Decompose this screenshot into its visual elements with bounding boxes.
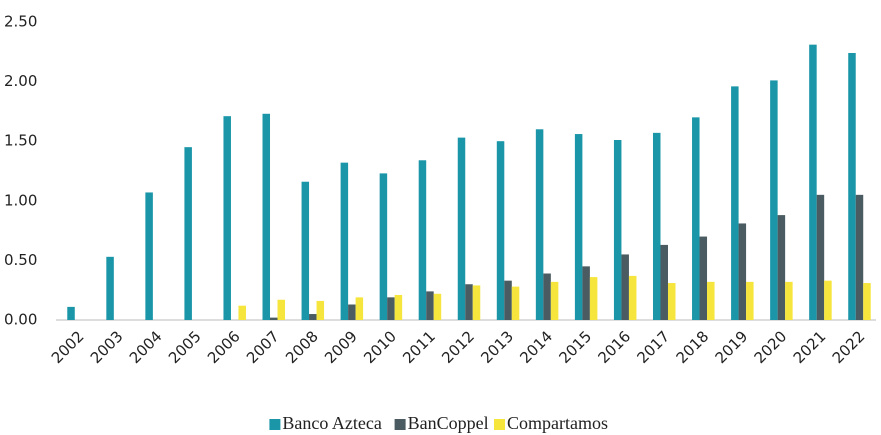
bar xyxy=(707,281,715,320)
bar xyxy=(809,44,817,320)
bar xyxy=(309,314,317,320)
x-tick-label: 2016 xyxy=(594,327,634,367)
x-tick-label: 2017 xyxy=(634,327,674,367)
x-tick-label: 2011 xyxy=(399,327,439,367)
legend-label: BanCoppel xyxy=(408,413,489,433)
bar xyxy=(184,147,192,320)
bar xyxy=(660,244,668,320)
bar xyxy=(652,132,661,320)
bar xyxy=(848,52,856,320)
bar xyxy=(628,275,637,320)
legend-swatch xyxy=(394,419,406,430)
bar xyxy=(379,173,388,320)
bar xyxy=(106,256,114,320)
bar xyxy=(277,299,286,320)
bar xyxy=(418,160,427,320)
bar xyxy=(574,134,583,320)
bar xyxy=(145,192,153,320)
bar xyxy=(770,80,778,321)
bar xyxy=(348,304,356,320)
bar xyxy=(855,194,864,320)
bar xyxy=(746,281,754,320)
x-tick-label: 2012 xyxy=(438,327,478,367)
legend-label: Compartamos xyxy=(507,413,608,433)
bar xyxy=(613,140,622,320)
x-tick-label: 2003 xyxy=(87,327,127,367)
bar xyxy=(238,305,246,320)
bar xyxy=(816,194,825,320)
bar xyxy=(270,317,278,320)
bar xyxy=(863,283,871,320)
bar xyxy=(340,162,349,320)
x-tick-label: 2009 xyxy=(321,327,361,367)
x-tick-label: 2007 xyxy=(243,327,283,367)
bar xyxy=(355,297,364,320)
bar xyxy=(433,293,442,320)
x-tick-label: 2010 xyxy=(360,327,400,367)
bar xyxy=(387,297,395,320)
bar xyxy=(738,223,747,320)
bar xyxy=(472,285,481,320)
bar xyxy=(785,281,793,320)
bar xyxy=(262,113,271,320)
bar xyxy=(699,236,708,320)
bar xyxy=(511,286,520,320)
x-tick-label: 2002 xyxy=(48,327,88,367)
bar xyxy=(67,306,75,320)
x-tick-label: 2004 xyxy=(126,327,166,367)
bar xyxy=(582,266,590,320)
bar xyxy=(777,215,786,320)
bar xyxy=(504,280,512,320)
bar xyxy=(543,273,551,320)
bar xyxy=(824,280,832,320)
bar xyxy=(667,283,676,320)
bar xyxy=(731,86,739,320)
bar xyxy=(457,137,466,320)
x-tick-label: 2018 xyxy=(673,327,713,367)
y-tick-label: 0.00 xyxy=(4,311,37,329)
y-tick-label: 2.50 xyxy=(4,13,37,31)
bar xyxy=(550,281,559,320)
y-tick-label: 1.50 xyxy=(4,132,37,150)
x-tick-label: 2014 xyxy=(516,327,556,367)
x-tick-label: 2019 xyxy=(712,327,752,367)
bar xyxy=(223,116,231,320)
bar xyxy=(316,300,325,320)
bar xyxy=(465,284,473,320)
bar xyxy=(301,181,310,320)
y-tick-label: 1.00 xyxy=(4,191,37,209)
x-tick-label: 2005 xyxy=(165,327,205,367)
bar xyxy=(535,129,544,320)
x-tick-label: 2013 xyxy=(477,327,517,367)
x-tick-label: 2015 xyxy=(555,327,595,367)
x-tick-label: 2022 xyxy=(829,327,869,367)
y-tick-label: 0.50 xyxy=(4,251,37,269)
bar xyxy=(621,254,629,320)
x-tick-label: 2006 xyxy=(204,327,244,367)
legend-label: Banco Azteca xyxy=(282,413,381,433)
bar xyxy=(589,277,598,320)
x-tick-label: 2008 xyxy=(282,327,322,367)
x-tick-label: 2020 xyxy=(751,327,791,367)
bar xyxy=(496,141,505,320)
x-tick-label: 2021 xyxy=(790,327,830,367)
bar xyxy=(394,294,403,320)
bar xyxy=(692,117,700,320)
legend-swatch xyxy=(494,419,505,430)
y-tick-label: 2.00 xyxy=(4,72,37,90)
legend-swatch xyxy=(269,419,281,430)
bar xyxy=(426,291,434,320)
